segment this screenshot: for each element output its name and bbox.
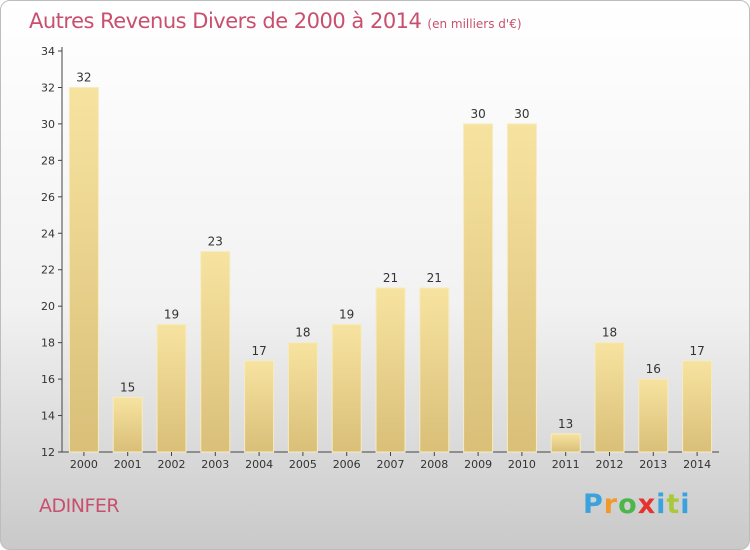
y-tick-label: 22 <box>41 264 55 277</box>
y-tick-label: 12 <box>41 446 55 459</box>
data-label: 30 <box>470 107 485 121</box>
data-label: 17 <box>689 344 704 358</box>
bar <box>112 396 143 453</box>
x-tick-label: 2000 <box>70 458 98 471</box>
x-tick-label: 2004 <box>245 458 273 471</box>
x-tick-label: 2001 <box>114 458 142 471</box>
y-tick-label: 24 <box>41 227 55 240</box>
data-label: 18 <box>602 326 617 340</box>
bar <box>638 378 669 453</box>
x-tick-label: 2011 <box>552 458 580 471</box>
bar <box>682 360 713 453</box>
bar <box>331 323 362 453</box>
data-label: 32 <box>76 70 91 84</box>
data-label: 21 <box>427 271 442 285</box>
data-label: 18 <box>295 326 310 340</box>
bar <box>375 287 406 453</box>
bar <box>463 123 494 453</box>
y-tick-label: 14 <box>41 410 55 423</box>
logo-letter: t <box>666 489 681 520</box>
bar <box>68 86 99 453</box>
bar <box>594 342 625 453</box>
y-tick-label: 20 <box>41 300 55 313</box>
logo-letter: x <box>637 489 657 520</box>
data-label: 16 <box>646 362 661 376</box>
x-tick-label: 2010 <box>508 458 536 471</box>
x-tick-label: 2003 <box>201 458 229 471</box>
logo-letter: i <box>656 489 667 520</box>
bar <box>550 433 581 453</box>
data-label: 23 <box>208 235 223 249</box>
y-tick-label: 34 <box>41 45 55 58</box>
chart-title: Autres Revenus Divers de 2000 à 2014 (en … <box>29 9 522 33</box>
y-tick-label: 32 <box>41 81 55 94</box>
bar <box>506 123 537 453</box>
chart-title-text: Autres Revenus Divers de 2000 à 2014 <box>29 9 422 33</box>
data-label: 15 <box>120 380 135 394</box>
x-tick-label: 2002 <box>158 458 186 471</box>
data-label: 13 <box>558 417 573 431</box>
chart-unit: (en milliers d'€) <box>427 17 522 31</box>
bar <box>287 342 318 453</box>
y-tick-label: 26 <box>41 191 55 204</box>
x-tick-label: 2005 <box>289 458 317 471</box>
logo-letter: r <box>603 489 619 520</box>
x-tick-label: 2014 <box>683 458 711 471</box>
data-label: 30 <box>514 107 529 121</box>
bar <box>419 287 450 453</box>
x-tick-label: 2012 <box>596 458 624 471</box>
y-tick-label: 18 <box>41 337 55 350</box>
x-tick-label: 2013 <box>639 458 667 471</box>
y-tick-label: 16 <box>41 373 55 386</box>
x-tick-label: 2009 <box>464 458 492 471</box>
logo-letter: i <box>680 489 691 520</box>
y-tick-label: 28 <box>41 154 55 167</box>
data-label: 17 <box>251 344 266 358</box>
bar <box>156 323 187 453</box>
data-label: 21 <box>383 271 398 285</box>
y-tick-label: 30 <box>41 118 55 131</box>
commune-name: ADINFER <box>39 495 120 517</box>
x-tick-label: 2008 <box>420 458 448 471</box>
bar <box>244 360 275 453</box>
logo-letter: o <box>618 489 638 520</box>
x-tick-label: 2006 <box>333 458 361 471</box>
bar <box>200 251 231 453</box>
data-label: 19 <box>339 307 354 321</box>
proxiti-logo: Proxiti <box>583 489 691 520</box>
x-tick-label: 2007 <box>377 458 405 471</box>
logo-letter: P <box>583 489 604 520</box>
data-label: 19 <box>164 307 179 321</box>
